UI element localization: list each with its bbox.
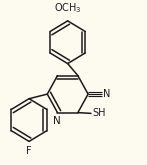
Text: N: N: [53, 116, 61, 126]
Text: N: N: [103, 89, 111, 99]
Text: OCH$_3$: OCH$_3$: [54, 1, 82, 15]
Text: F: F: [26, 146, 32, 156]
Text: SH: SH: [92, 108, 106, 118]
